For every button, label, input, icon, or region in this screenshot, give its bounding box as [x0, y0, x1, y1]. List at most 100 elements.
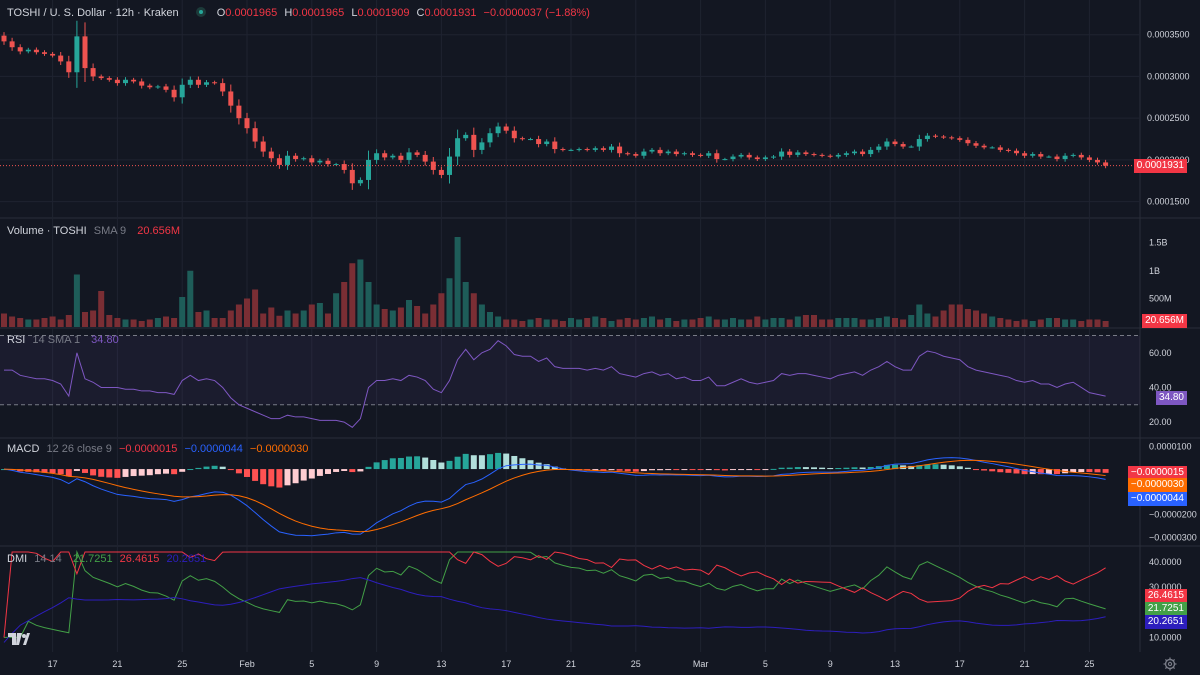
volume-bar	[114, 318, 121, 327]
candle-body	[860, 151, 866, 155]
candle-body	[25, 49, 31, 52]
candle-body	[714, 153, 720, 160]
candle-body	[471, 134, 477, 150]
volume-title[interactable]: Volume · TOSHI	[7, 225, 87, 237]
macd-hist-bar	[357, 469, 364, 472]
price-tick-label: 0.0001500	[1147, 197, 1190, 207]
volume-bar	[908, 315, 915, 327]
candle-body	[908, 146, 914, 148]
volume-bar	[292, 313, 299, 327]
macd-hist-bar	[65, 469, 72, 477]
candle-body	[301, 158, 307, 160]
close-label: C	[416, 7, 425, 19]
rsi-title[interactable]: RSI	[7, 334, 26, 346]
macd-title[interactable]: MACD	[7, 443, 40, 455]
price-pane[interactable]	[0, 20, 1140, 190]
symbol-title[interactable]: TOSHI / U. S. Dollar · 12h · Kraken	[7, 7, 179, 19]
macd-hist-bar	[981, 469, 988, 471]
macd-hist-bar	[665, 469, 672, 471]
volume-bar	[883, 316, 890, 327]
volume-bar	[1102, 321, 1109, 327]
rsi-tick-label: 60.00	[1149, 348, 1172, 358]
candle-body	[795, 152, 801, 155]
rsi-pane[interactable]	[0, 334, 1140, 428]
volume-bar	[551, 319, 558, 327]
candle-body	[50, 53, 56, 56]
candle-body	[495, 126, 501, 134]
volume-bar	[738, 319, 745, 327]
adx-tag: 20.2651	[1144, 615, 1187, 629]
dmi-tick-label: 10.0000	[1149, 632, 1182, 642]
macd-hist-bar	[163, 469, 169, 474]
candle-body	[406, 152, 412, 160]
dmi-title[interactable]: DMI	[7, 553, 28, 565]
volume-bar	[535, 318, 542, 327]
volume-bar	[325, 313, 331, 327]
candle-body	[106, 78, 112, 80]
macd-hist-bar	[657, 469, 664, 471]
macd-hist-bar	[859, 467, 866, 470]
rsi-legend: RSI 14 SMA 1 34.80	[7, 333, 123, 347]
volume-bar	[130, 319, 137, 327]
volume-tick-label: 1.5B	[1149, 237, 1168, 247]
volume-bar	[171, 318, 178, 327]
candle-body	[244, 118, 250, 129]
volume-bar	[584, 318, 591, 327]
candle-body	[916, 139, 922, 147]
candle-body	[584, 149, 590, 151]
tradingview-logo-icon[interactable]	[8, 632, 30, 646]
candle-body	[560, 149, 566, 151]
volume-bar	[389, 310, 396, 327]
candle-body	[317, 160, 323, 163]
volume-pane[interactable]	[1, 237, 1109, 327]
macd-hist-bar	[300, 469, 307, 481]
volume-bar	[616, 319, 623, 327]
macd-hist-bar	[381, 460, 388, 470]
candle-body	[438, 169, 444, 175]
macd-hist-bar	[495, 452, 502, 470]
candle-body	[843, 153, 849, 155]
macd-hist-bar	[827, 468, 834, 470]
price-tick-label: 0.0002500	[1147, 113, 1190, 123]
x-tick-label: 13	[436, 659, 446, 669]
rsi-value: 34.80	[91, 334, 119, 346]
volume-bar	[592, 316, 599, 327]
candle-body	[390, 155, 396, 158]
macd-hist-bar	[276, 469, 283, 488]
volume-bar	[454, 237, 461, 327]
volume-bar	[770, 318, 777, 327]
macd-pane[interactable]	[1, 452, 1109, 537]
volume-bar	[576, 319, 583, 327]
candle-body	[82, 36, 88, 69]
macd-hist-bar	[835, 468, 842, 470]
volume-bar	[9, 316, 16, 327]
candle-body	[657, 149, 663, 154]
candle-body	[665, 151, 671, 154]
macd-hist-bar	[260, 469, 267, 485]
macd-hist-bar	[349, 469, 356, 473]
macd-hist-bar	[154, 469, 161, 475]
candle-body	[195, 79, 201, 85]
macd-hist-bar	[730, 469, 736, 471]
volume-bar	[1070, 319, 1077, 327]
volume-bar	[503, 319, 510, 327]
macd-hist-bar	[397, 457, 404, 470]
macd-hist-bar	[713, 469, 720, 471]
dmi-pane[interactable]	[3, 550, 1106, 643]
dmi-tick-label: 30.0000	[1149, 582, 1182, 592]
axes-labels: 17 21 25 Feb 5 9 13 17 21 25 Mar 5 9 13 17 21 25 0.000350…	[48, 30, 1197, 669]
volume-bar	[1054, 318, 1060, 327]
x-tick-label: 5	[309, 659, 314, 669]
candle-body	[374, 153, 380, 160]
rsi-line	[4, 340, 1106, 428]
volume-bar	[916, 304, 923, 327]
candle-body	[163, 86, 169, 90]
candle-body	[933, 135, 938, 137]
volume-bar	[948, 304, 955, 327]
macd-hist-bar	[179, 469, 186, 472]
volume-bar	[446, 278, 453, 327]
settings-gear-icon[interactable]	[1163, 657, 1177, 671]
macd-hist-bar	[487, 454, 493, 470]
rsi-tick-label: 20.00	[1149, 417, 1172, 427]
